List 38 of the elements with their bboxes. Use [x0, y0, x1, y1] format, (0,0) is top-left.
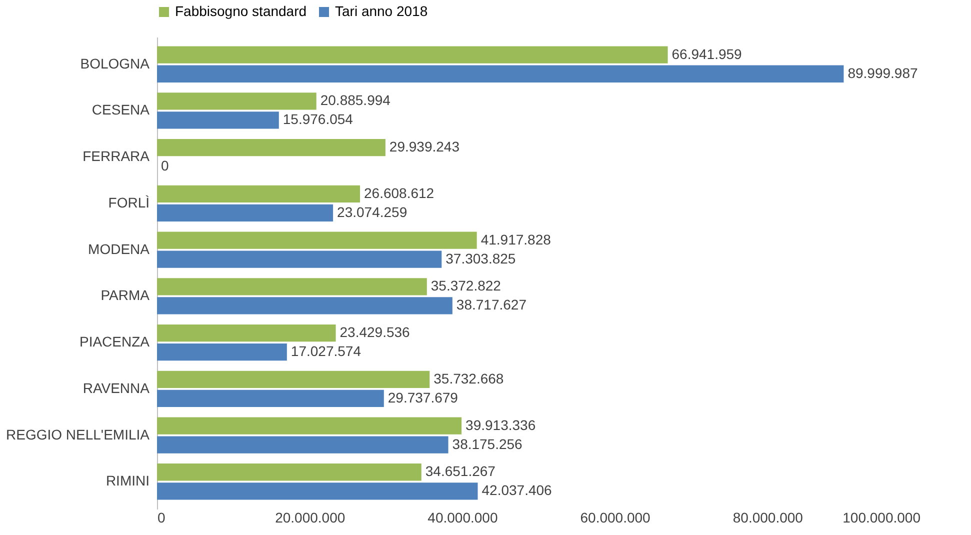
data-label: 29.939.243 [389, 138, 460, 155]
data-label: 17.027.574 [290, 343, 362, 360]
y-tick-label: FERRARA [82, 148, 150, 164]
data-label: 38.717.627 [456, 296, 527, 313]
x-tick-label: 60.000.000 [580, 510, 651, 526]
y-tick-label: FORLÌ [108, 194, 150, 210]
y-tick-label: MODENA [88, 240, 150, 257]
data-label: 35.732.668 [434, 370, 504, 386]
data-label: 39.913.336 [466, 416, 536, 433]
data-label: 89.999.987 [848, 64, 918, 81]
y-tick-label: PIACENZA [79, 334, 150, 350]
data-label: 23.074.259 [337, 204, 408, 220]
x-tick-label: 80.000.000 [732, 510, 804, 526]
x-tick-label: 100.000.000 [842, 510, 921, 526]
data-label: 15.976.054 [282, 111, 354, 128]
x-tick-label: 20.000.000 [275, 510, 346, 526]
data-label: 34.651.267 [425, 463, 496, 480]
legend-label: Fabbisogno standard [175, 3, 307, 19]
y-tick-label: RIMINI [106, 472, 150, 489]
data-label: 38.175.256 [452, 436, 523, 452]
y-tick-label: PARMA [100, 287, 150, 304]
y-tick-label: BOLOGNA [80, 55, 150, 72]
data-label: 66.941.959 [672, 46, 742, 62]
y-tick-label: CESENA [92, 102, 150, 118]
data-label: 23.429.536 [340, 324, 410, 340]
data-label: 29.737.679 [388, 389, 458, 406]
data-label: 37.303.825 [446, 250, 516, 266]
x-tick-label: 0 [158, 510, 166, 526]
data-label: 35.372.822 [430, 278, 502, 294]
data-label: 0 [161, 158, 169, 174]
x-tick-label: 40.000.000 [428, 510, 498, 526]
y-tick-label: RAVENNA [82, 380, 150, 396]
data-label: 42.037.406 [482, 482, 552, 498]
y-tick-label: REGGIO NELL'EMILIA [6, 426, 150, 442]
data-label: 26.608.612 [364, 184, 434, 201]
legend-label: Tari anno 2018 [335, 3, 428, 19]
data-label: 41.917.828 [480, 231, 552, 248]
data-label: 20.885.994 [320, 92, 391, 108]
